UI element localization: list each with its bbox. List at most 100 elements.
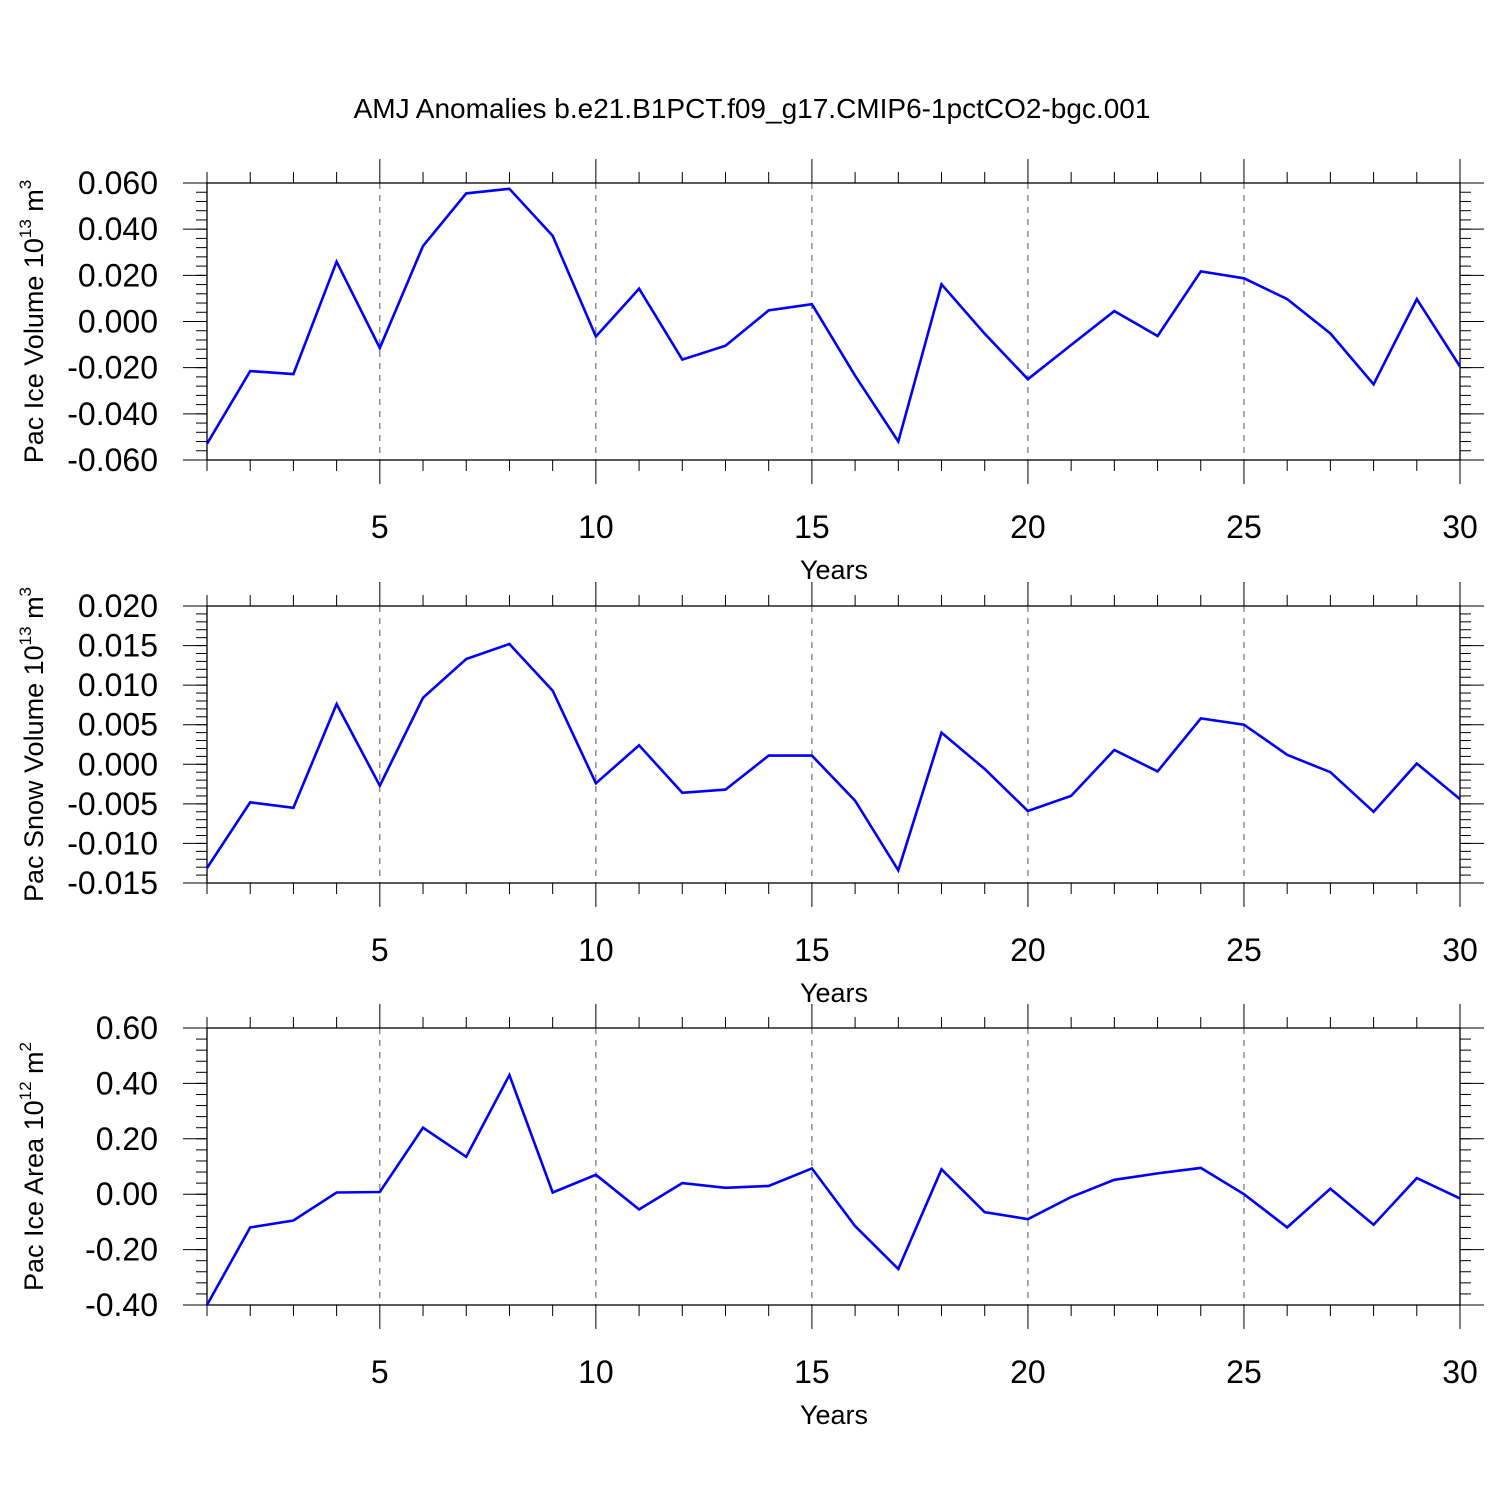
x-axis-label: Years xyxy=(800,1400,868,1430)
y-tick-label: 0.005 xyxy=(78,707,158,743)
y-tick-label: -0.005 xyxy=(67,786,158,822)
x-tick-label: 15 xyxy=(794,932,830,968)
data-point xyxy=(291,806,295,810)
data-point xyxy=(1156,769,1160,773)
data-point xyxy=(507,642,511,646)
x-tick-label: 5 xyxy=(371,509,389,545)
y-axis-label-exponent: 13 xyxy=(16,219,35,238)
data-point xyxy=(1458,365,1462,369)
x-tick-label: 5 xyxy=(371,932,389,968)
data-point xyxy=(1026,377,1030,381)
data-point xyxy=(680,1181,684,1185)
data-point xyxy=(1328,332,1332,336)
data-point xyxy=(1372,810,1376,814)
x-tick-label: 30 xyxy=(1442,932,1478,968)
y-tick-label: 0.000 xyxy=(78,746,158,782)
data-point xyxy=(551,1191,555,1195)
data-point xyxy=(205,442,209,446)
data-point xyxy=(594,781,598,785)
x-tick-label: 10 xyxy=(578,509,614,545)
data-point xyxy=(637,1207,641,1211)
x-tick-label: 5 xyxy=(371,1354,389,1390)
data-series-line xyxy=(205,642,1461,874)
data-point xyxy=(940,1167,944,1171)
data-series-line xyxy=(205,1071,1461,1306)
y-tick-label: -0.015 xyxy=(67,865,158,901)
data-point xyxy=(983,767,987,771)
y-tick-label: -0.060 xyxy=(67,442,158,478)
data-point xyxy=(983,332,987,336)
data-point xyxy=(1156,334,1160,338)
y-axis-label-exponent: 12 xyxy=(16,1081,35,1100)
x-tick-label: 15 xyxy=(794,509,830,545)
y-axis-label-unit-exponent: 3 xyxy=(16,180,35,189)
data-point xyxy=(1458,1196,1462,1200)
data-point xyxy=(507,1073,511,1077)
y-axis-label-text: Pac Ice Area 10 xyxy=(19,1100,49,1291)
data-point xyxy=(680,358,684,362)
x-tick-label: 20 xyxy=(1010,1354,1046,1390)
data-point xyxy=(723,788,727,792)
data-series-line xyxy=(205,187,1462,445)
data-point xyxy=(1285,297,1289,301)
data-point xyxy=(896,440,900,444)
data-point xyxy=(810,1166,814,1170)
data-point xyxy=(1242,1192,1246,1196)
data-point xyxy=(1328,770,1332,774)
data-point xyxy=(940,731,944,735)
y-tick-label: 0.020 xyxy=(78,588,158,624)
data-point xyxy=(1112,1178,1116,1182)
data-point xyxy=(896,868,900,872)
y-tick-label: -0.020 xyxy=(67,350,158,386)
data-point xyxy=(767,1184,771,1188)
y-tick-label: 0.000 xyxy=(78,304,158,340)
y-tick-label: 0.00 xyxy=(96,1176,158,1212)
y-axis-label-text: Pac Snow Volume 10 xyxy=(19,645,49,902)
x-tick-label: 30 xyxy=(1442,509,1478,545)
y-tick-label: -0.20 xyxy=(85,1232,158,1268)
data-point xyxy=(1415,761,1419,765)
data-point xyxy=(594,335,598,339)
x-tick-label: 30 xyxy=(1442,1354,1478,1390)
x-tick-label: 10 xyxy=(578,932,614,968)
y-axis-label-unit: m xyxy=(19,1051,49,1081)
plot-frame xyxy=(206,182,1461,461)
y-tick-label: 0.040 xyxy=(78,211,158,247)
y-tick-label: 0.010 xyxy=(78,667,158,703)
y-tick-label: 0.40 xyxy=(96,1065,158,1101)
data-point xyxy=(248,1225,252,1229)
x-axis-label: Years xyxy=(800,555,868,585)
data-point xyxy=(940,282,944,286)
data-point xyxy=(248,800,252,804)
data-point xyxy=(1112,748,1116,752)
data-point xyxy=(810,302,814,306)
y-axis-label: Pac Snow Volume 1013 m3 xyxy=(16,587,49,902)
data-point xyxy=(248,369,252,373)
data-point xyxy=(1328,1187,1332,1191)
x-tick-label: 20 xyxy=(1010,509,1046,545)
data-point xyxy=(1242,276,1246,280)
data-point xyxy=(507,187,511,191)
data-point xyxy=(1026,809,1030,813)
plot-frame xyxy=(206,605,1461,884)
data-point xyxy=(291,372,295,376)
x-tick-label: 10 xyxy=(578,1354,614,1390)
data-point xyxy=(421,1126,425,1130)
y-tick-label: 0.020 xyxy=(78,257,158,293)
y-axis-label-unit-exponent: 2 xyxy=(16,1042,35,1051)
data-point xyxy=(464,1155,468,1159)
data-point xyxy=(421,244,425,248)
x-tick-label: 25 xyxy=(1226,932,1262,968)
data-point xyxy=(637,743,641,747)
x-axis-label: Years xyxy=(800,978,868,1008)
data-point xyxy=(464,191,468,195)
figure-title: AMJ Anomalies b.e21.B1PCT.f09_g17.CMIP6-… xyxy=(354,93,1151,124)
data-point xyxy=(378,346,382,350)
y-tick-label: 0.015 xyxy=(78,628,158,664)
data-point xyxy=(1285,1225,1289,1229)
data-point xyxy=(1415,1176,1419,1180)
data-point xyxy=(723,344,727,348)
data-point xyxy=(1069,1195,1073,1199)
y-tick-label: -0.010 xyxy=(67,825,158,861)
